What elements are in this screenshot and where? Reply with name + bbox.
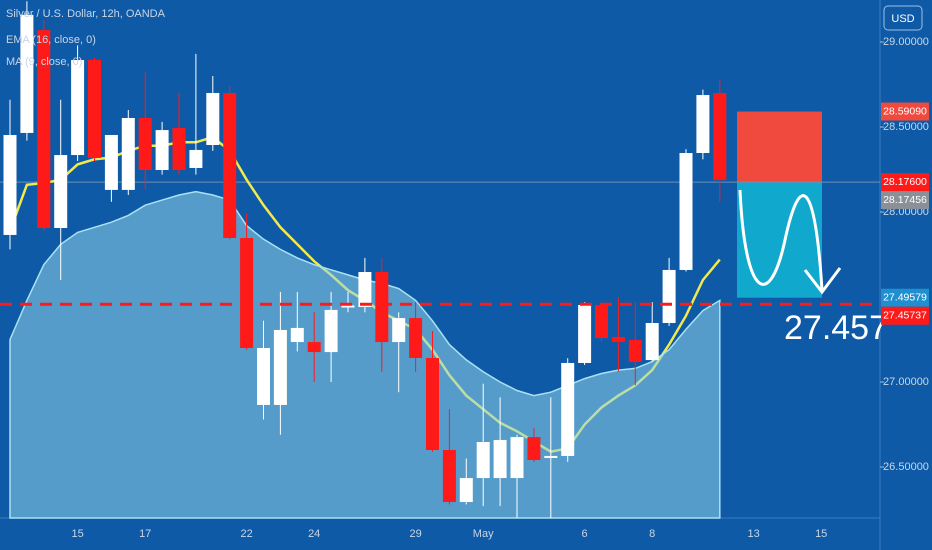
candle-body bbox=[527, 437, 541, 461]
candle-body bbox=[206, 92, 220, 146]
candle-body bbox=[273, 329, 287, 405]
x-tick-label: 24 bbox=[308, 528, 320, 540]
candle-body bbox=[696, 95, 710, 154]
ma-area bbox=[9, 190, 721, 519]
candle-body bbox=[37, 30, 51, 228]
x-tick-label: 6 bbox=[582, 528, 588, 540]
candle-body bbox=[341, 305, 355, 308]
x-tick-label: 15 bbox=[71, 528, 83, 540]
stop-zone bbox=[737, 111, 822, 183]
projection-curve bbox=[738, 189, 824, 291]
price-badge-label: 27.45737 bbox=[883, 309, 927, 321]
candle-body bbox=[3, 134, 17, 235]
candle-body bbox=[561, 362, 575, 456]
price-badge-label: 28.59090 bbox=[883, 105, 927, 117]
candle-body bbox=[578, 304, 592, 363]
y-tick-label: 27.00000 bbox=[883, 376, 929, 388]
candle-body bbox=[104, 134, 118, 190]
candle-body bbox=[476, 442, 490, 479]
candle-body bbox=[307, 342, 321, 353]
x-tick-label: 29 bbox=[409, 528, 421, 540]
x-tick-label: 13 bbox=[747, 528, 759, 540]
candle-body bbox=[459, 478, 473, 503]
currency-button[interactable] bbox=[883, 5, 923, 31]
candle-body bbox=[713, 92, 727, 181]
candle-body bbox=[510, 437, 524, 479]
x-tick-label: May bbox=[473, 528, 494, 540]
candle-body bbox=[290, 327, 304, 343]
candle-body bbox=[679, 153, 693, 270]
price-badge bbox=[881, 173, 929, 192]
candle-body bbox=[189, 149, 203, 168]
plot bbox=[0, 1, 880, 519]
price-badge-label: 28.17456 bbox=[883, 194, 927, 206]
projection-arrow bbox=[803, 267, 842, 295]
candle-body bbox=[121, 117, 135, 190]
candle-body bbox=[20, 14, 34, 133]
candle-body bbox=[138, 117, 152, 171]
candle-body bbox=[324, 309, 338, 353]
candle-body bbox=[88, 60, 101, 158]
candle-body bbox=[375, 272, 389, 343]
y-tick-label: 29.00000 bbox=[883, 36, 929, 48]
currency-label[interactable]: USD bbox=[891, 13, 914, 25]
legend-ma: MA (9, close, 0) bbox=[6, 56, 82, 68]
candle-body bbox=[645, 323, 659, 361]
x-tick-label: 8 bbox=[649, 528, 655, 540]
candle-body bbox=[257, 347, 270, 405]
candle-body bbox=[442, 449, 456, 503]
candle-body bbox=[595, 304, 608, 338]
y-tick-label: 26.50000 bbox=[883, 461, 929, 473]
candle-body bbox=[544, 455, 558, 458]
candle-body bbox=[426, 358, 439, 450]
price-badge bbox=[881, 191, 929, 210]
legend-ema: EMA (16, close, 0) bbox=[6, 34, 96, 46]
candle-body bbox=[71, 60, 85, 156]
candle-body bbox=[54, 155, 68, 228]
x-tick-label: 15 bbox=[815, 528, 827, 540]
candle-body bbox=[611, 336, 625, 343]
price-badge-label: 27.49579 bbox=[883, 291, 927, 303]
candle-body bbox=[628, 340, 642, 362]
x-tick-label: 22 bbox=[240, 528, 252, 540]
price-badge bbox=[881, 288, 929, 307]
candle-body bbox=[493, 439, 507, 479]
candle-body bbox=[172, 128, 186, 171]
chart-title: Silver / U.S. Dollar, 12h, OANDA bbox=[6, 8, 166, 20]
candle-body bbox=[392, 318, 406, 343]
price-badge-label: 28.17600 bbox=[883, 176, 927, 188]
candle-body bbox=[409, 318, 423, 359]
candle-body bbox=[155, 130, 169, 171]
price-badge bbox=[881, 306, 929, 325]
candle-body bbox=[223, 92, 237, 239]
y-tick-label: 28.50000 bbox=[883, 121, 929, 133]
price-badge bbox=[881, 102, 929, 121]
candle-body bbox=[358, 272, 372, 308]
x-tick-label: 17 bbox=[139, 528, 151, 540]
candle-body bbox=[662, 269, 676, 324]
target-text: 27.457 bbox=[784, 309, 888, 347]
candle-body bbox=[240, 238, 254, 348]
